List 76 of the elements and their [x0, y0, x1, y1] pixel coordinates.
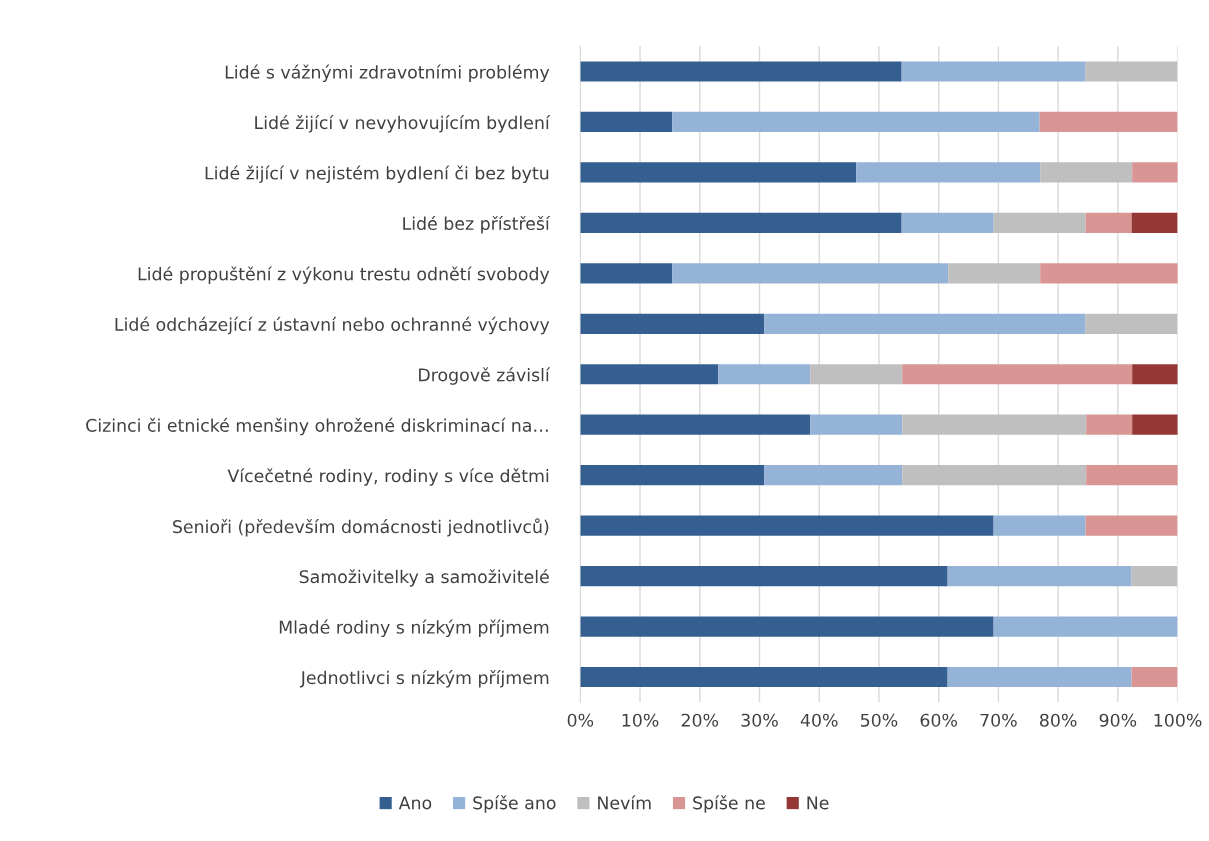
bar [580, 515, 994, 536]
bar [1132, 364, 1178, 385]
bar [1085, 515, 1178, 536]
bar [1085, 61, 1178, 82]
x-tick-label: 100% [1154, 713, 1202, 727]
bar [764, 313, 1086, 334]
bar [672, 111, 1040, 133]
bar [580, 212, 902, 233]
bar [902, 364, 1133, 385]
bar [580, 414, 811, 435]
legend-label: Ano [398, 796, 432, 810]
legend-label: Nevím [598, 795, 651, 810]
x-tick-label: 80% [1040, 713, 1077, 727]
y-tick-label: Jednotlivci s nízkým příjmem [299, 670, 549, 688]
bar [993, 212, 1086, 233]
legend-label: Spíše ne [693, 795, 765, 813]
bar [580, 111, 673, 133]
bar [993, 515, 1086, 536]
bar [1086, 465, 1178, 486]
legend-label: Ne [807, 796, 829, 810]
y-tick-label: Drogově závislí [419, 367, 551, 385]
bar [1040, 263, 1178, 284]
x-tick-label: 20% [681, 713, 719, 727]
bar [901, 61, 1086, 82]
y-tick-label: Lidé s vážnými zdravotními problémy [225, 64, 550, 83]
y-tick-label: Lidé bez přístřeší [403, 215, 551, 234]
y-tick-label: Cizinci či etnické menšiny ohrožené diskriminací na… [86, 417, 548, 436]
y-tick-label: Samoživitelky a samoživitelé [299, 569, 549, 587]
bar [718, 364, 811, 385]
y-tick-label: Lidé žijící v nevyhovujícím bydlení [255, 115, 551, 133]
y-tick-label: Lidé odcházející z ústavní nebo ochranné výchovy [115, 316, 550, 335]
x-tick-label: 10% [622, 713, 659, 727]
legend-label: Spíše ano [473, 795, 556, 813]
bar [948, 263, 1041, 284]
bar [580, 616, 994, 637]
bar [1132, 414, 1178, 435]
bar [901, 212, 994, 233]
y-tick-label: Senioři (především domácnosti jednotlivců) [173, 518, 549, 537]
bar [580, 162, 857, 183]
bar [1040, 162, 1133, 183]
x-tick-label: 30% [741, 713, 778, 727]
bar [947, 565, 1132, 587]
bar [580, 666, 948, 688]
bar [580, 364, 719, 385]
bar [580, 313, 765, 334]
x-tick-label: 90% [1099, 713, 1137, 727]
bar [856, 162, 1041, 183]
bar [993, 616, 1178, 637]
bar [902, 465, 1087, 486]
bar [810, 414, 903, 435]
y-tick-label: Lidé žijící v nejistém bydlení či bez bytu [205, 165, 549, 183]
bar [810, 364, 903, 385]
bar [1039, 111, 1178, 133]
bar [580, 263, 673, 284]
bar [1085, 313, 1178, 334]
bar [580, 465, 765, 486]
y-tick-label: Lidé propuštění z výkonu trestu odnětí svobody [138, 266, 550, 284]
bar [1086, 414, 1133, 435]
y-tick-label: Vícečetné rodiny, rodiny s více dětmi [227, 468, 549, 486]
bar [580, 61, 902, 82]
bar [1085, 212, 1132, 233]
bar [1132, 162, 1178, 183]
bar [764, 465, 903, 486]
x-tick-label: 60% [920, 713, 957, 727]
x-tick-label: 0% [567, 713, 594, 727]
x-tick-label: 40% [800, 713, 838, 727]
bar [1131, 565, 1178, 587]
bar [1131, 212, 1178, 233]
x-tick-label: 50% [860, 713, 898, 727]
bar [1131, 666, 1178, 688]
bar [947, 666, 1132, 688]
bar [580, 565, 948, 587]
bar [672, 263, 949, 284]
y-tick-label: Mladé rodiny s nízkým příjmem [279, 619, 549, 638]
x-tick-label: 70% [980, 713, 1017, 727]
bar [902, 414, 1087, 435]
